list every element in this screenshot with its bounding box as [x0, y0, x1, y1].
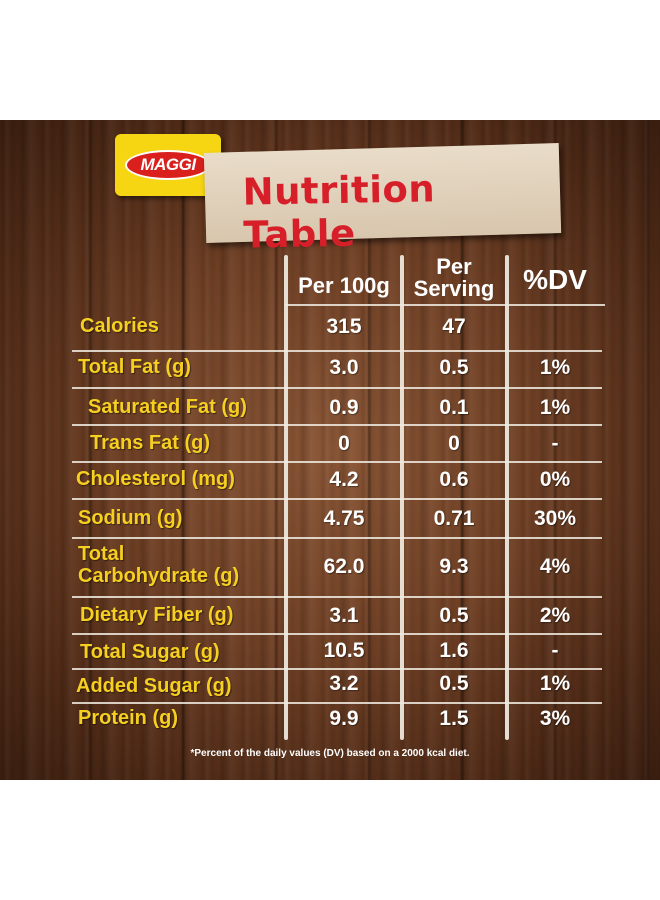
row-label-total-fat: Total Fat (g): [78, 356, 191, 378]
header-separator: [285, 304, 605, 306]
cholesterol-per-serving: 0.6: [439, 468, 469, 491]
column-divider-3: [505, 255, 509, 740]
trans-fat-per100g: 0: [338, 432, 350, 455]
total-carbohydrate-per-serving: 9.3: [439, 555, 469, 578]
protein-dv: 3%: [539, 707, 571, 730]
total-sugar-dv: -: [551, 639, 559, 662]
row-label-trans-fat: Trans Fat (g): [90, 432, 211, 454]
protein-per-serving: 1.5: [439, 707, 469, 730]
header-dv: %DV: [523, 264, 587, 295]
row-label-total-carbohydrate-line1: Total: [78, 543, 125, 565]
total-carbohydrate-dv: 4%: [539, 555, 571, 578]
sodium-per100g: 4.75: [323, 507, 365, 530]
sodium-per-serving: 0.71: [433, 507, 475, 530]
row-separator: [72, 498, 602, 500]
logo-text: MAGGI: [140, 155, 196, 174]
total-sugar-per-serving: 1.6: [439, 639, 469, 662]
total-fat-dv: 1%: [539, 356, 571, 379]
footnote: *Percent of the daily values (DV) based …: [190, 748, 470, 759]
row-separator: [72, 702, 602, 704]
added-sugar-per-serving: 0.5: [439, 672, 469, 695]
row-label-added-sugar: Added Sugar (g): [76, 675, 232, 697]
saturated-fat-per-serving: 0.1: [439, 396, 469, 419]
column-divider-2: [400, 255, 404, 740]
dietary-fiber-per100g: 3.1: [329, 604, 359, 627]
header-per-100g: Per 100g: [298, 273, 390, 298]
row-label-saturated-fat: Saturated Fat (g): [88, 396, 247, 418]
row-separator: [72, 537, 602, 539]
row-separator: [72, 387, 602, 389]
total-fat-per-serving: 0.5: [439, 356, 469, 379]
protein-per100g: 9.9: [329, 707, 359, 730]
row-label-calories: Calories: [80, 315, 159, 337]
total-carbohydrate-per100g: 62.0: [323, 555, 365, 578]
trans-fat-per-serving: 0: [448, 432, 460, 455]
calories-per-serving: 47: [442, 315, 466, 338]
sodium-dv: 30%: [533, 507, 577, 530]
saturated-fat-per100g: 0.9: [329, 396, 359, 419]
row-label-total-sugar: Total Sugar (g): [80, 641, 220, 663]
page-title: Nutrition Table: [242, 167, 436, 257]
row-label-sodium: Sodium (g): [78, 507, 183, 529]
column-divider-1: [284, 255, 288, 740]
total-sugar-per100g: 10.5: [323, 639, 365, 662]
row-label-protein: Protein (g): [78, 707, 178, 729]
row-label-cholesterol: Cholesterol (mg): [76, 468, 235, 490]
dietary-fiber-per-serving: 0.5: [439, 604, 469, 627]
trans-fat-dv: -: [551, 432, 559, 455]
row-separator: [72, 461, 602, 463]
cholesterol-dv: 0%: [539, 468, 571, 491]
saturated-fat-dv: 1%: [539, 396, 571, 419]
row-separator: [72, 633, 602, 635]
header-per-serving-line1: Per: [436, 254, 472, 279]
row-separator: [72, 424, 602, 426]
row-label-total-carbohydrate-line2: Carbohydrate (g): [78, 565, 240, 587]
total-fat-per100g: 3.0: [329, 356, 359, 379]
row-separator: [72, 596, 602, 598]
maggi-logo: MAGGI: [115, 134, 221, 196]
added-sugar-per100g: 3.2: [329, 672, 359, 695]
row-separator: [72, 350, 602, 352]
logo-oval: MAGGI: [125, 150, 211, 180]
calories-per100g: 315: [326, 315, 362, 338]
added-sugar-dv: 1%: [539, 672, 571, 695]
cholesterol-per100g: 4.2: [329, 468, 359, 491]
header-per-serving-line2: Serving: [413, 276, 495, 301]
dietary-fiber-dv: 2%: [539, 604, 571, 627]
row-separator: [72, 668, 602, 670]
row-label-dietary-fiber: Dietary Fiber (g): [80, 604, 234, 626]
